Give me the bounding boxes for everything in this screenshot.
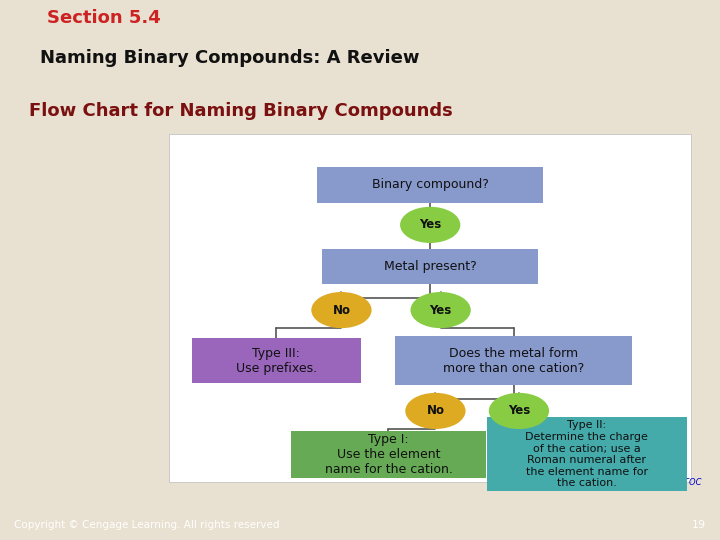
- FancyBboxPatch shape: [322, 249, 538, 285]
- Text: No: No: [426, 404, 444, 417]
- Text: Does the metal form
more than one cation?: Does the metal form more than one cation…: [443, 347, 585, 375]
- Text: Return to TOC: Return to TOC: [642, 477, 702, 487]
- Text: Yes: Yes: [508, 404, 530, 417]
- Circle shape: [405, 393, 466, 429]
- FancyBboxPatch shape: [395, 336, 632, 385]
- Text: Yes: Yes: [419, 218, 441, 231]
- Text: Yes: Yes: [430, 303, 451, 316]
- Circle shape: [311, 292, 372, 328]
- FancyBboxPatch shape: [291, 430, 486, 478]
- Text: 19: 19: [691, 520, 706, 530]
- Text: Binary compound?: Binary compound?: [372, 178, 489, 191]
- Circle shape: [400, 207, 460, 243]
- Text: Flow Chart for Naming Binary Compounds: Flow Chart for Naming Binary Compounds: [29, 102, 453, 120]
- Text: No: No: [333, 303, 351, 316]
- Circle shape: [410, 292, 471, 328]
- FancyBboxPatch shape: [487, 417, 687, 491]
- Text: Type III:
Use prefixes.: Type III: Use prefixes.: [235, 347, 317, 375]
- Text: Naming Binary Compounds: A Review: Naming Binary Compounds: A Review: [40, 49, 419, 68]
- FancyBboxPatch shape: [192, 339, 361, 383]
- FancyBboxPatch shape: [169, 134, 691, 482]
- Text: Type II:
Determine the charge
of the cation; use a
Roman numeral after
the eleme: Type II: Determine the charge of the cat…: [526, 421, 648, 488]
- Text: Metal present?: Metal present?: [384, 260, 477, 273]
- FancyBboxPatch shape: [317, 167, 544, 202]
- Text: Type I:
Use the element
name for the cation.: Type I: Use the element name for the cat…: [325, 433, 452, 476]
- Text: Copyright © Cengage Learning. All rights reserved: Copyright © Cengage Learning. All rights…: [14, 520, 280, 530]
- Circle shape: [489, 393, 549, 429]
- Text: Section 5.4: Section 5.4: [47, 9, 161, 26]
